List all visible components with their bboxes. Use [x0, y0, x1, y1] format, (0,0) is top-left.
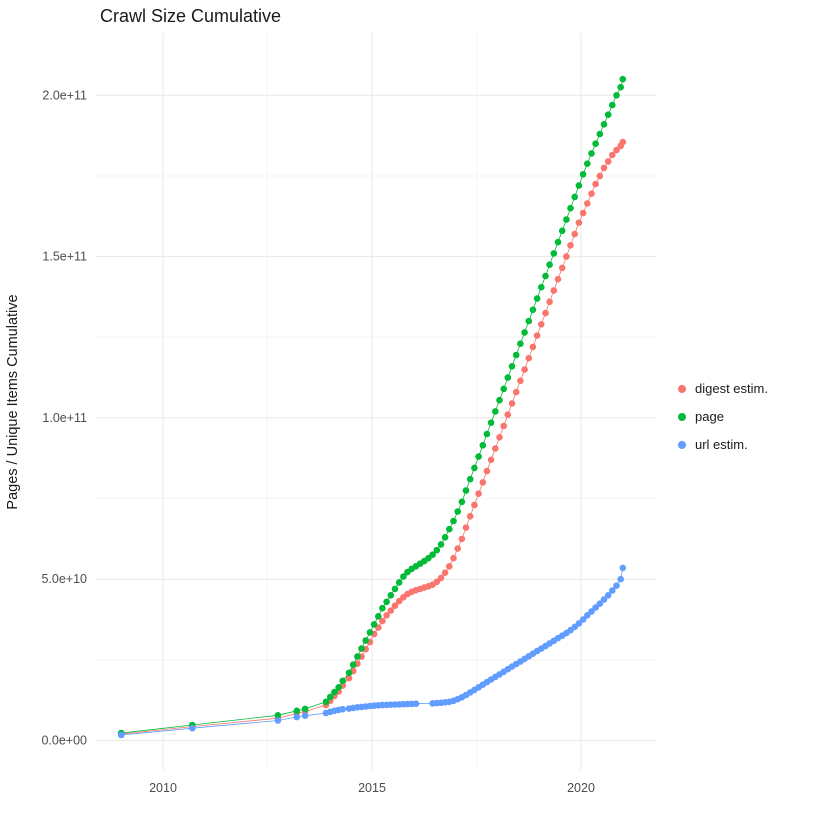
legend-label: page	[695, 409, 724, 424]
page-marker-icon	[678, 412, 686, 421]
x-tick-labels: 2010 2015 2020	[149, 781, 595, 795]
svg-text:1.0e+11: 1.0e+11	[42, 411, 87, 425]
svg-text:0.0e+00: 0.0e+00	[41, 734, 87, 748]
svg-text:2.0e+11: 2.0e+11	[42, 88, 87, 102]
series-points-url-estim-	[117, 564, 627, 739]
y-tick-labels: 0.0e+00 5.0e+10 1.0e+11 1.5e+11 2.0e+11	[41, 88, 87, 747]
digest-estim-marker-icon	[678, 384, 686, 393]
legend-label: digest estim.	[695, 381, 768, 396]
legend-label: url estim.	[695, 437, 748, 452]
legend-item-digest-estim: digest estim.	[678, 381, 768, 396]
legend-item-page: page	[678, 409, 768, 424]
svg-text:5.0e+10: 5.0e+10	[41, 572, 87, 586]
grid-minor	[95, 33, 657, 770]
url-estim-marker-icon	[678, 440, 686, 449]
series-points-page	[117, 75, 627, 737]
grid-major	[95, 33, 657, 770]
legend: digest estim. page url estim.	[678, 381, 768, 452]
svg-text:2010: 2010	[149, 781, 177, 795]
svg-text:2020: 2020	[567, 781, 595, 795]
chart-title: Crawl Size Cumulative	[100, 6, 282, 26]
svg-text:2015: 2015	[358, 781, 386, 795]
legend-item-url-estim: url estim.	[678, 437, 768, 452]
svg-text:1.5e+11: 1.5e+11	[42, 250, 87, 264]
